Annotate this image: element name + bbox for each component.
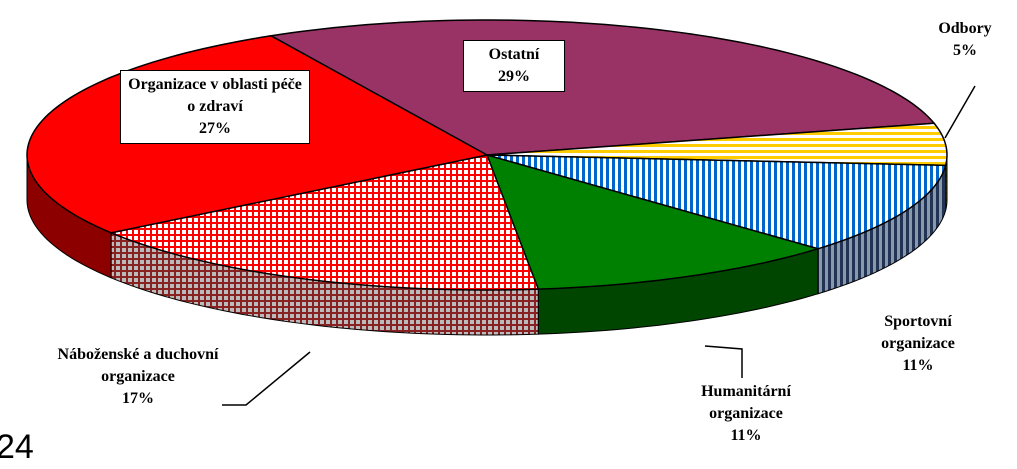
slice-label: Sportovní organizace [881, 313, 955, 352]
slice-value-label: 11% [730, 427, 762, 444]
leader-line [944, 85, 976, 139]
slice-label: Odbory [938, 20, 992, 37]
slice-value-label: 11% [902, 357, 934, 374]
label-box [120, 70, 310, 144]
slice-label: Náboženské a duchovní organizace [57, 346, 219, 385]
slice-value-label: 17% [122, 390, 154, 407]
slice [268, 19, 936, 156]
slice [486, 122, 948, 167]
slice-label: Ostatní [488, 46, 540, 63]
slice-value-label: 5% [953, 42, 977, 59]
leader-line [704, 345, 743, 378]
label-box [463, 40, 565, 92]
slice-label: Organizace v oblasti péče o zdraví [128, 76, 302, 115]
slice [486, 154, 947, 250]
page-number: 24 [0, 428, 34, 466]
leader-line [222, 351, 311, 406]
slice-value-label: 27% [199, 120, 231, 137]
slice-value-label: 29% [498, 68, 530, 85]
slice [108, 154, 540, 291]
slice [485, 153, 821, 290]
slice-label: Humanitární organizace [701, 383, 791, 422]
